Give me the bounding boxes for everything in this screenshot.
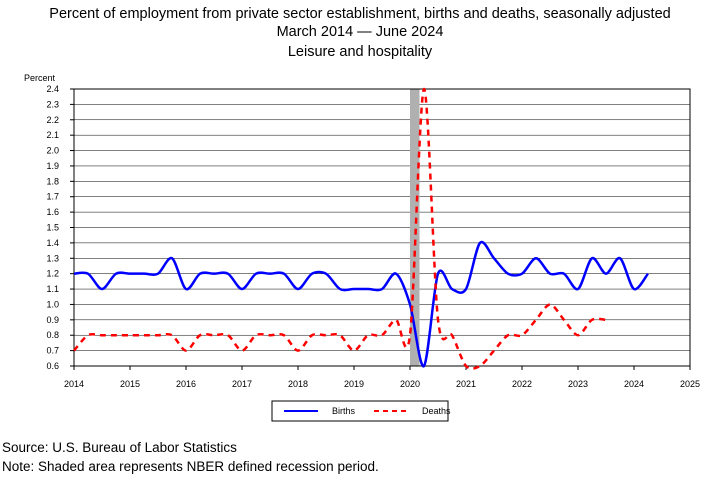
recession-note: Note: Shaded area represents NBER define… [2, 459, 379, 474]
y-tick-label: 2.2 [46, 115, 59, 125]
x-tick-label: 2024 [624, 379, 644, 389]
y-tick-label: 2.3 [46, 99, 59, 109]
y-tick-label: 2.4 [46, 84, 59, 94]
y-tick-label: 1.6 [46, 207, 59, 217]
subtitle-end: June 2024 [375, 24, 444, 40]
chart-title: Percent of employment from private secto… [49, 6, 671, 22]
axis-ticks: 0.6 0.7 0.8 0.9 1.0 1.1 1.2 1.3 1.4 1.5 1.6 1.7 1.8 1… [46, 84, 700, 389]
x-tick-label: 2015 [120, 379, 140, 389]
series-line-births [73, 240, 650, 368]
recession-shading [410, 89, 420, 366]
y-tick-label: 2.1 [46, 130, 59, 140]
y-tick-label: 0.8 [46, 330, 59, 340]
x-tick-label: 2020 [400, 379, 420, 389]
x-tick-label: 2018 [288, 379, 308, 389]
series-line-deaths [73, 87, 607, 370]
y-tick-label: 0.7 [46, 346, 59, 356]
x-tick-label: 2014 [64, 379, 84, 389]
y-tick-label: 1.2 [46, 269, 59, 279]
legend-label-births: Births [332, 406, 356, 416]
y-axis-label: Percent [24, 73, 56, 83]
grid-lines [74, 88, 690, 367]
legend-box [271, 400, 449, 422]
y-tick-label: 0.9 [46, 315, 59, 325]
subtitle-start: March 2014 [276, 24, 354, 40]
y-tick-label: 1.8 [46, 176, 59, 186]
x-tick-label: 2019 [344, 379, 364, 389]
chart-canvas: 0.6 0.7 0.8 0.9 1.0 1.1 1.2 1.3 1.4 1.5 1.6 1.7 1.8 1… [24, 73, 700, 422]
x-tick-label: 2021 [456, 379, 476, 389]
y-tick-label: 1.4 [46, 238, 59, 248]
y-tick-label: 1.0 [46, 299, 59, 309]
y-tick-label: 2.0 [46, 146, 59, 156]
x-tick-label: 2023 [568, 379, 588, 389]
chart-subtitle-industry: Leisure and hospitality [287, 44, 433, 60]
x-tick-label: 2025 [680, 379, 700, 389]
x-tick-label: 2016 [176, 379, 196, 389]
source-note: Source: U.S. Bureau of Labor Statistics [2, 440, 237, 455]
x-tick-label: 2022 [512, 379, 532, 389]
chart-subtitle-dates: March 2014 — June 2024 [0, 23, 720, 41]
x-tick-label: 2017 [232, 379, 252, 389]
legend-label-deaths: Deaths [422, 406, 451, 416]
subtitle-separator: — [357, 24, 372, 40]
legend: Births Deaths [271, 400, 451, 422]
y-tick-label: 1.5 [46, 223, 59, 233]
y-tick-label: 1.7 [46, 192, 59, 202]
y-tick-label: 1.3 [46, 253, 59, 263]
y-tick-label: 1.1 [46, 284, 59, 294]
y-tick-label: 1.9 [46, 161, 59, 171]
y-tick-label: 0.6 [46, 361, 59, 371]
series-lines [73, 87, 650, 370]
